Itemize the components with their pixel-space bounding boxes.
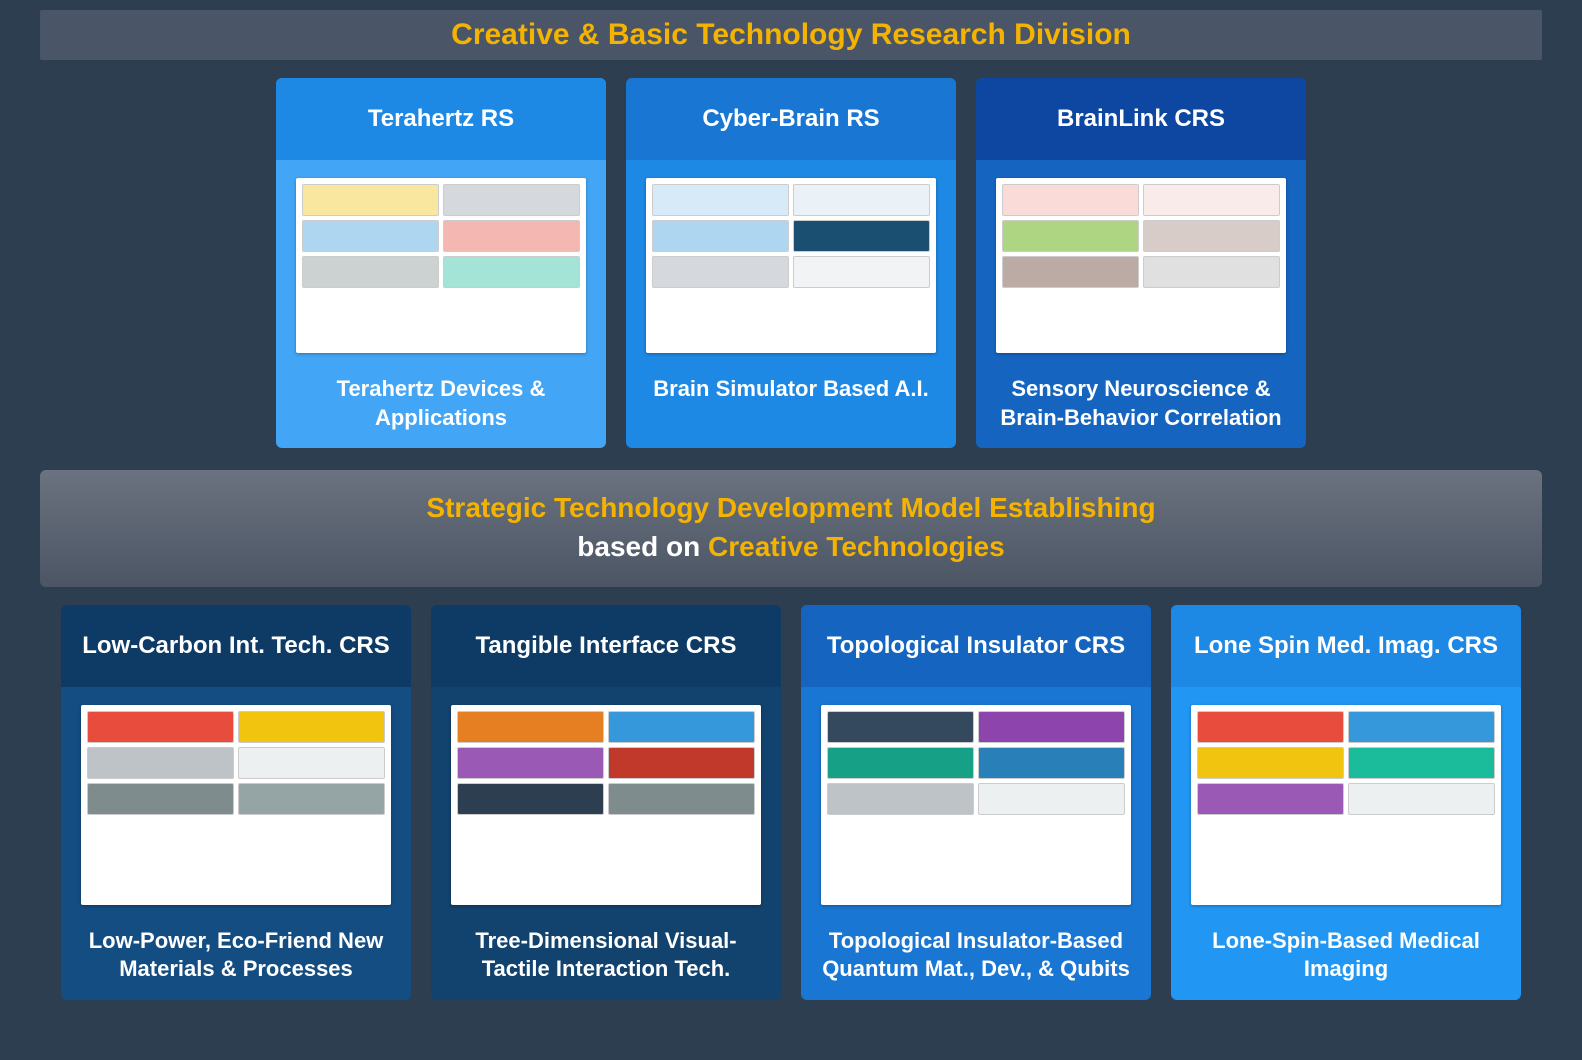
thumb-block [238, 711, 385, 743]
thumb-block [1143, 220, 1280, 252]
thumb-block [608, 747, 755, 779]
thumb-block [827, 783, 974, 815]
top-card-row: Terahertz RS Terahertz Devices & Applicat… [40, 78, 1542, 448]
division-title: Creative & Basic Technology Research Div… [451, 18, 1131, 51]
thumb-block [1197, 783, 1344, 815]
bottom-card-0: Low-Carbon Int. Tech. CRS Low-Power, Eco-… [61, 605, 411, 1000]
card-description: Sensory Neuroscience & Brain-Behavior Co… [992, 375, 1290, 432]
thumb-block [457, 783, 604, 815]
card-header: Lone Spin Med. Imag. CRS [1171, 605, 1521, 687]
card-body: Brain Simulator Based A.I. [626, 160, 956, 448]
card-header: Cyber-Brain RS [626, 78, 956, 160]
card-description: Tree-Dimensional Visual-Tactile Interact… [447, 927, 765, 984]
thumb-block [443, 256, 580, 288]
card-thumbnail [451, 705, 761, 905]
card-header: BrainLink CRS [976, 78, 1306, 160]
card-body: Tree-Dimensional Visual-Tactile Interact… [431, 687, 781, 1000]
mid-line2a: based on [577, 531, 708, 562]
thumb-block [443, 184, 580, 216]
mid-banner: Strategic Technology Development Model E… [40, 470, 1542, 586]
card-description: Low-Power, Eco-Friend New Materials & Pr… [77, 927, 395, 984]
thumb-block [443, 220, 580, 252]
card-thumbnail [821, 705, 1131, 905]
division-title-bar: Creative & Basic Technology Research Div… [40, 10, 1542, 60]
thumb-block [1348, 783, 1495, 815]
card-body: Topological Insulator-Based Quantum Mat.… [801, 687, 1151, 1000]
card-thumbnail [81, 705, 391, 905]
top-card-2: BrainLink CRS Sensory Neuroscience & Brai… [976, 78, 1306, 448]
card-description: Lone-Spin-Based Medical Imaging [1187, 927, 1505, 984]
card-description: Brain Simulator Based A.I. [653, 375, 928, 404]
thumb-block [608, 783, 755, 815]
thumb-block [1143, 256, 1280, 288]
card-header: Low-Carbon Int. Tech. CRS [61, 605, 411, 687]
thumb-block [1143, 184, 1280, 216]
thumb-block [1002, 256, 1139, 288]
card-header: Terahertz RS [276, 78, 606, 160]
thumb-block [978, 747, 1125, 779]
thumb-block [827, 711, 974, 743]
thumb-block [302, 256, 439, 288]
thumb-block [238, 747, 385, 779]
card-thumbnail [646, 178, 936, 353]
thumb-block [793, 256, 930, 288]
thumb-block [1348, 711, 1495, 743]
thumb-block [302, 220, 439, 252]
thumb-block [652, 184, 789, 216]
mid-line2b: Creative Technologies [708, 531, 1005, 562]
card-thumbnail [996, 178, 1286, 353]
thumb-block [457, 747, 604, 779]
thumb-block [978, 711, 1125, 743]
bottom-card-2: Topological Insulator CRS Topological Ins… [801, 605, 1151, 1000]
card-header: Topological Insulator CRS [801, 605, 1151, 687]
thumb-block [1197, 711, 1344, 743]
thumb-block [827, 747, 974, 779]
card-description: Terahertz Devices & Applications [292, 375, 590, 432]
thumb-block [1348, 747, 1495, 779]
bottom-card-1: Tangible Interface CRS Tree-Dimensional V… [431, 605, 781, 1000]
thumb-block [457, 711, 604, 743]
thumb-block [978, 783, 1125, 815]
bottom-card-row: Low-Carbon Int. Tech. CRS Low-Power, Eco-… [40, 605, 1542, 1000]
top-card-0: Terahertz RS Terahertz Devices & Applicat… [276, 78, 606, 448]
card-thumbnail [1191, 705, 1501, 905]
thumb-block [238, 783, 385, 815]
thumb-block [1002, 184, 1139, 216]
thumb-block [302, 184, 439, 216]
thumb-block [793, 220, 930, 252]
thumb-block [608, 711, 755, 743]
thumb-block [793, 184, 930, 216]
thumb-block [652, 256, 789, 288]
thumb-block [87, 711, 234, 743]
card-body: Low-Power, Eco-Friend New Materials & Pr… [61, 687, 411, 1000]
card-description: Topological Insulator-Based Quantum Mat.… [817, 927, 1135, 984]
thumb-block [1197, 747, 1344, 779]
card-header: Tangible Interface CRS [431, 605, 781, 687]
mid-line1: Strategic Technology Development Model E… [426, 492, 1155, 523]
card-thumbnail [296, 178, 586, 353]
card-body: Sensory Neuroscience & Brain-Behavior Co… [976, 160, 1306, 448]
thumb-block [87, 747, 234, 779]
top-card-1: Cyber-Brain RS Brain Simulator Based A.I. [626, 78, 956, 448]
card-body: Lone-Spin-Based Medical Imaging [1171, 687, 1521, 1000]
thumb-block [652, 220, 789, 252]
card-body: Terahertz Devices & Applications [276, 160, 606, 448]
thumb-block [1002, 220, 1139, 252]
bottom-card-3: Lone Spin Med. Imag. CRS Lone-Spin-Based … [1171, 605, 1521, 1000]
thumb-block [87, 783, 234, 815]
